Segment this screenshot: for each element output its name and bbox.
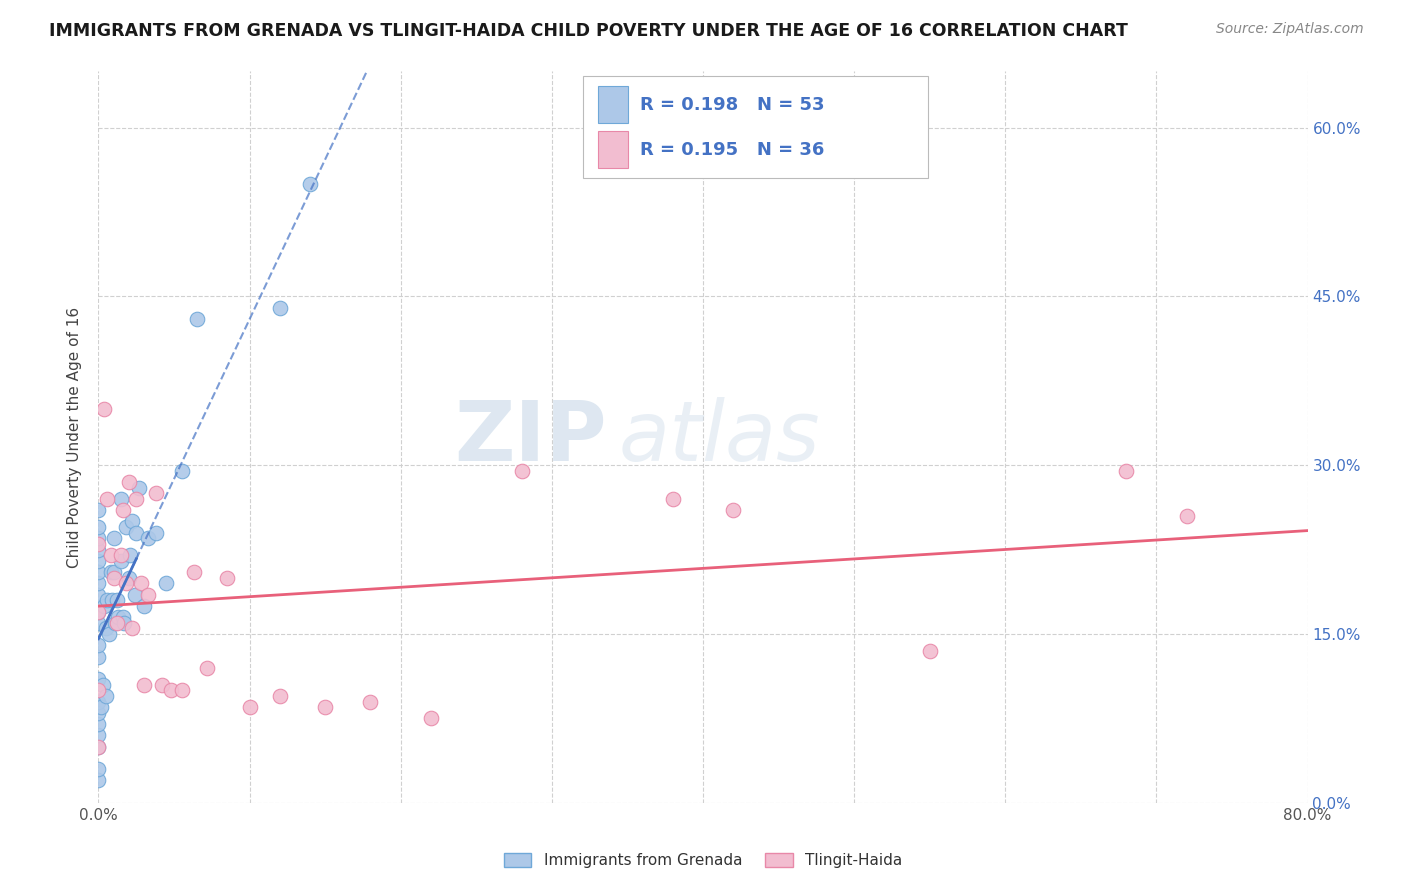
Point: [299, 177, 322, 191]
Point: [111, 503, 134, 517]
Point: [215, 571, 238, 585]
Text: R = 0.195   N = 36: R = 0.195 N = 36: [640, 141, 824, 159]
Point: [105, 615, 128, 630]
Text: ZIP: ZIP: [454, 397, 606, 477]
Point: [160, 683, 183, 698]
Point: [150, 678, 173, 692]
Point: [120, 548, 142, 562]
Text: atlas: atlas: [619, 397, 820, 477]
Point: [145, 525, 167, 540]
Point: [136, 532, 159, 546]
Point: [420, 711, 443, 725]
Point: [87, 605, 110, 619]
Point: [90, 700, 112, 714]
Point: [96, 593, 118, 607]
Legend: Immigrants from Grenada, Tlingit-Haida: Immigrants from Grenada, Tlingit-Haida: [496, 846, 910, 876]
Point: [87, 565, 110, 579]
Point: [98, 627, 121, 641]
Point: [91, 678, 114, 692]
Point: [107, 610, 129, 624]
Point: [112, 615, 135, 630]
Point: [87, 739, 110, 754]
Point: [93, 599, 115, 613]
Point: [110, 554, 132, 568]
Point: [661, 491, 683, 506]
Point: [87, 683, 110, 698]
Point: [136, 588, 159, 602]
Point: [510, 464, 533, 478]
Point: [87, 706, 110, 720]
Point: [101, 593, 124, 607]
Point: [121, 515, 143, 529]
Point: [125, 491, 148, 506]
Point: [132, 678, 155, 692]
Point: [1175, 508, 1198, 523]
Point: [94, 621, 117, 635]
Point: [110, 491, 132, 506]
Point: [129, 576, 152, 591]
Point: [125, 525, 148, 540]
Point: [87, 576, 110, 591]
Point: [183, 565, 205, 579]
Point: [111, 610, 134, 624]
Point: [269, 689, 291, 703]
Point: [87, 717, 110, 731]
Point: [104, 615, 127, 630]
Point: [103, 532, 125, 546]
Point: [918, 644, 941, 658]
Point: [87, 762, 110, 776]
Point: [100, 565, 122, 579]
Point: [170, 683, 193, 698]
Point: [100, 548, 122, 562]
Y-axis label: Child Poverty Under the Age of 16: Child Poverty Under the Age of 16: [67, 307, 83, 567]
Point: [94, 689, 117, 703]
Point: [105, 593, 128, 607]
Point: [87, 739, 110, 754]
Point: [87, 638, 110, 652]
Point: [124, 588, 146, 602]
Point: [132, 599, 155, 613]
Point: [110, 548, 132, 562]
Point: [87, 672, 110, 686]
Point: [145, 486, 167, 500]
Point: [87, 520, 110, 534]
Point: [360, 694, 382, 708]
Point: [103, 565, 125, 579]
Point: [155, 576, 177, 591]
Point: [87, 537, 110, 551]
Point: [87, 532, 110, 546]
Point: [186, 312, 208, 326]
Point: [87, 542, 110, 557]
Point: [118, 475, 141, 489]
Point: [87, 554, 110, 568]
Point: [87, 649, 110, 664]
Point: [96, 491, 118, 506]
Point: [118, 571, 141, 585]
Point: [87, 615, 110, 630]
Point: [103, 571, 125, 585]
Point: [121, 621, 143, 635]
Point: [128, 481, 150, 495]
Point: [239, 700, 262, 714]
Text: R = 0.198   N = 53: R = 0.198 N = 53: [640, 95, 824, 113]
Point: [93, 401, 115, 416]
Point: [269, 301, 291, 315]
Text: IMMIGRANTS FROM GRENADA VS TLINGIT-HAIDA CHILD POVERTY UNDER THE AGE OF 16 CORRE: IMMIGRANTS FROM GRENADA VS TLINGIT-HAIDA…: [49, 22, 1128, 40]
Point: [114, 520, 136, 534]
Point: [114, 576, 136, 591]
Point: [195, 661, 218, 675]
Point: [87, 588, 110, 602]
Point: [87, 694, 110, 708]
Point: [87, 728, 110, 742]
Point: [87, 773, 110, 788]
Point: [723, 503, 745, 517]
Point: [1115, 464, 1137, 478]
Point: [170, 464, 193, 478]
Point: [314, 700, 336, 714]
Point: [87, 503, 110, 517]
Text: Source: ZipAtlas.com: Source: ZipAtlas.com: [1216, 22, 1364, 37]
Point: [87, 605, 110, 619]
